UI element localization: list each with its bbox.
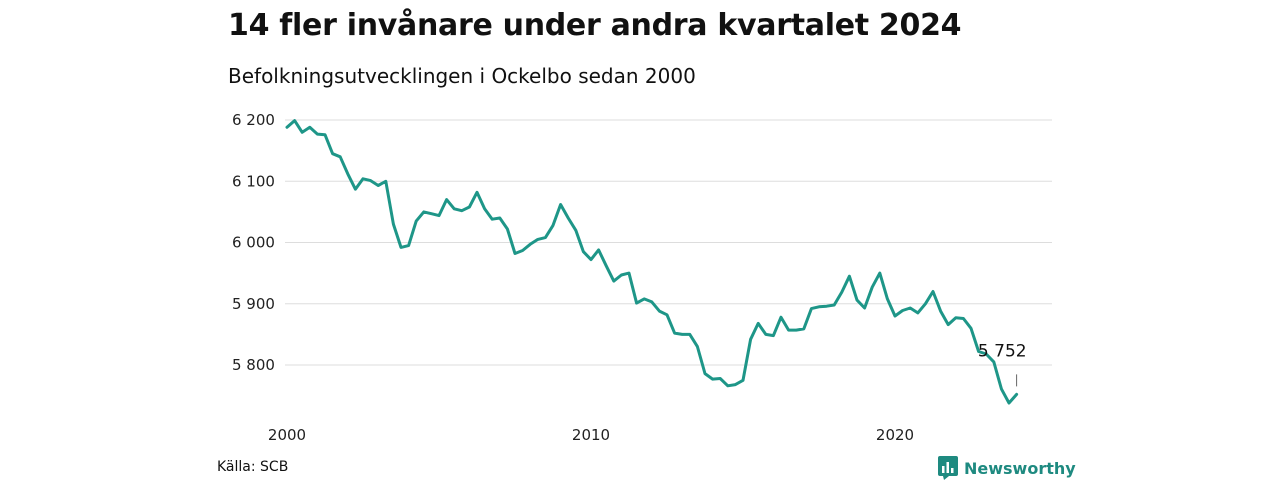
- last-value-label: 5 752: [978, 341, 1027, 361]
- y-axis-labels: 5 800 5 900 6 000 6 100 6 200: [232, 111, 275, 374]
- x-tick-label: 2000: [268, 426, 306, 444]
- series-line: [285, 119, 1019, 405]
- last-value-annotation: 5 752: [978, 341, 1027, 387]
- newsworthy-logo-icon: [938, 456, 958, 480]
- y-tick-label: 6 100: [232, 172, 275, 190]
- x-tick-label: 2010: [572, 426, 610, 444]
- y-tick-label: 6 200: [232, 111, 275, 129]
- y-tick-label: 5 800: [232, 356, 275, 374]
- x-axis-labels: 2000 2010 2020: [268, 426, 914, 444]
- source-label: Källa: SCB: [217, 459, 289, 475]
- series-lines: [285, 119, 1019, 405]
- y-tick-label: 6 000: [232, 234, 275, 252]
- x-tick-label: 2020: [876, 426, 914, 444]
- y-tick-label: 5 900: [232, 295, 275, 313]
- brand-name: Newsworthy: [964, 458, 1076, 478]
- brand-logo[interactable]: Newsworthy: [938, 456, 1076, 480]
- chart-title: 14 fler invånare under andra kvartalet 2…: [228, 8, 962, 43]
- chart-subtitle: Befolkningsutvecklingen i Ockelbo sedan …: [228, 64, 696, 88]
